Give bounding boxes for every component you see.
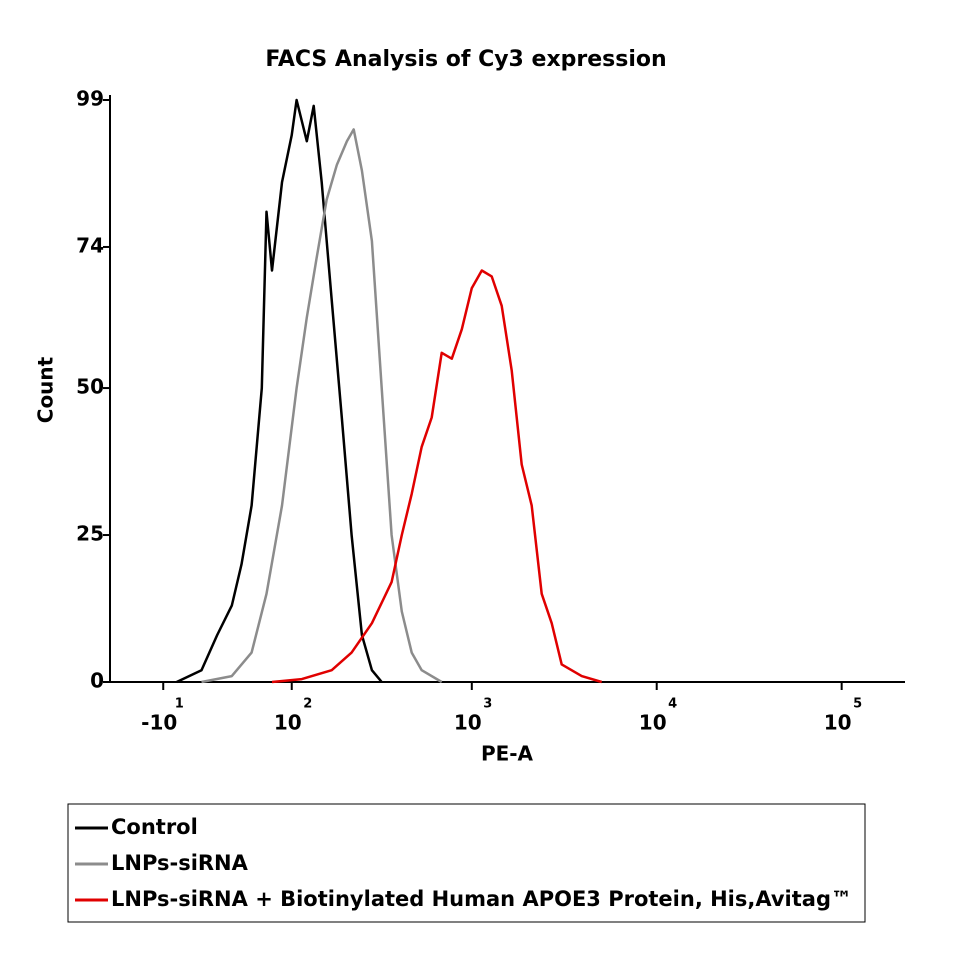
x-tick-exponent: 3 — [483, 697, 492, 712]
chart-title: FACS Analysis of Cy3 expression — [265, 47, 666, 72]
legend-label: LNPs-siRNA — [111, 851, 249, 875]
x-tick-label: 10 — [824, 711, 852, 735]
y-tick-label: 74 — [76, 233, 104, 257]
histogram-line — [201, 128, 443, 684]
y-axis-title: Count — [34, 356, 58, 423]
legend-label: Control — [111, 815, 198, 839]
x-tick-exponent: 4 — [668, 697, 677, 712]
x-tick-label: -10 — [141, 711, 177, 735]
x-tick-exponent: 1 — [175, 697, 184, 712]
x-tick-label: 10 — [454, 711, 482, 735]
histogram-line — [176, 98, 383, 684]
y-tick-label: 50 — [76, 375, 104, 399]
x-tick-label: 10 — [639, 711, 667, 735]
x-axis-title: PE-A — [481, 742, 534, 766]
legend-label: LNPs-siRNA + Biotinylated Human APOE3 Pr… — [111, 887, 852, 911]
y-tick-label: 99 — [76, 87, 104, 111]
x-tick-label: 10 — [274, 711, 302, 735]
y-tick-label: 0 — [90, 669, 104, 693]
legend-box — [67, 803, 866, 923]
x-tick-exponent: 5 — [853, 697, 862, 712]
histogram-line — [271, 269, 603, 684]
x-tick-exponent: 2 — [303, 697, 312, 712]
y-tick-label: 25 — [76, 522, 104, 546]
